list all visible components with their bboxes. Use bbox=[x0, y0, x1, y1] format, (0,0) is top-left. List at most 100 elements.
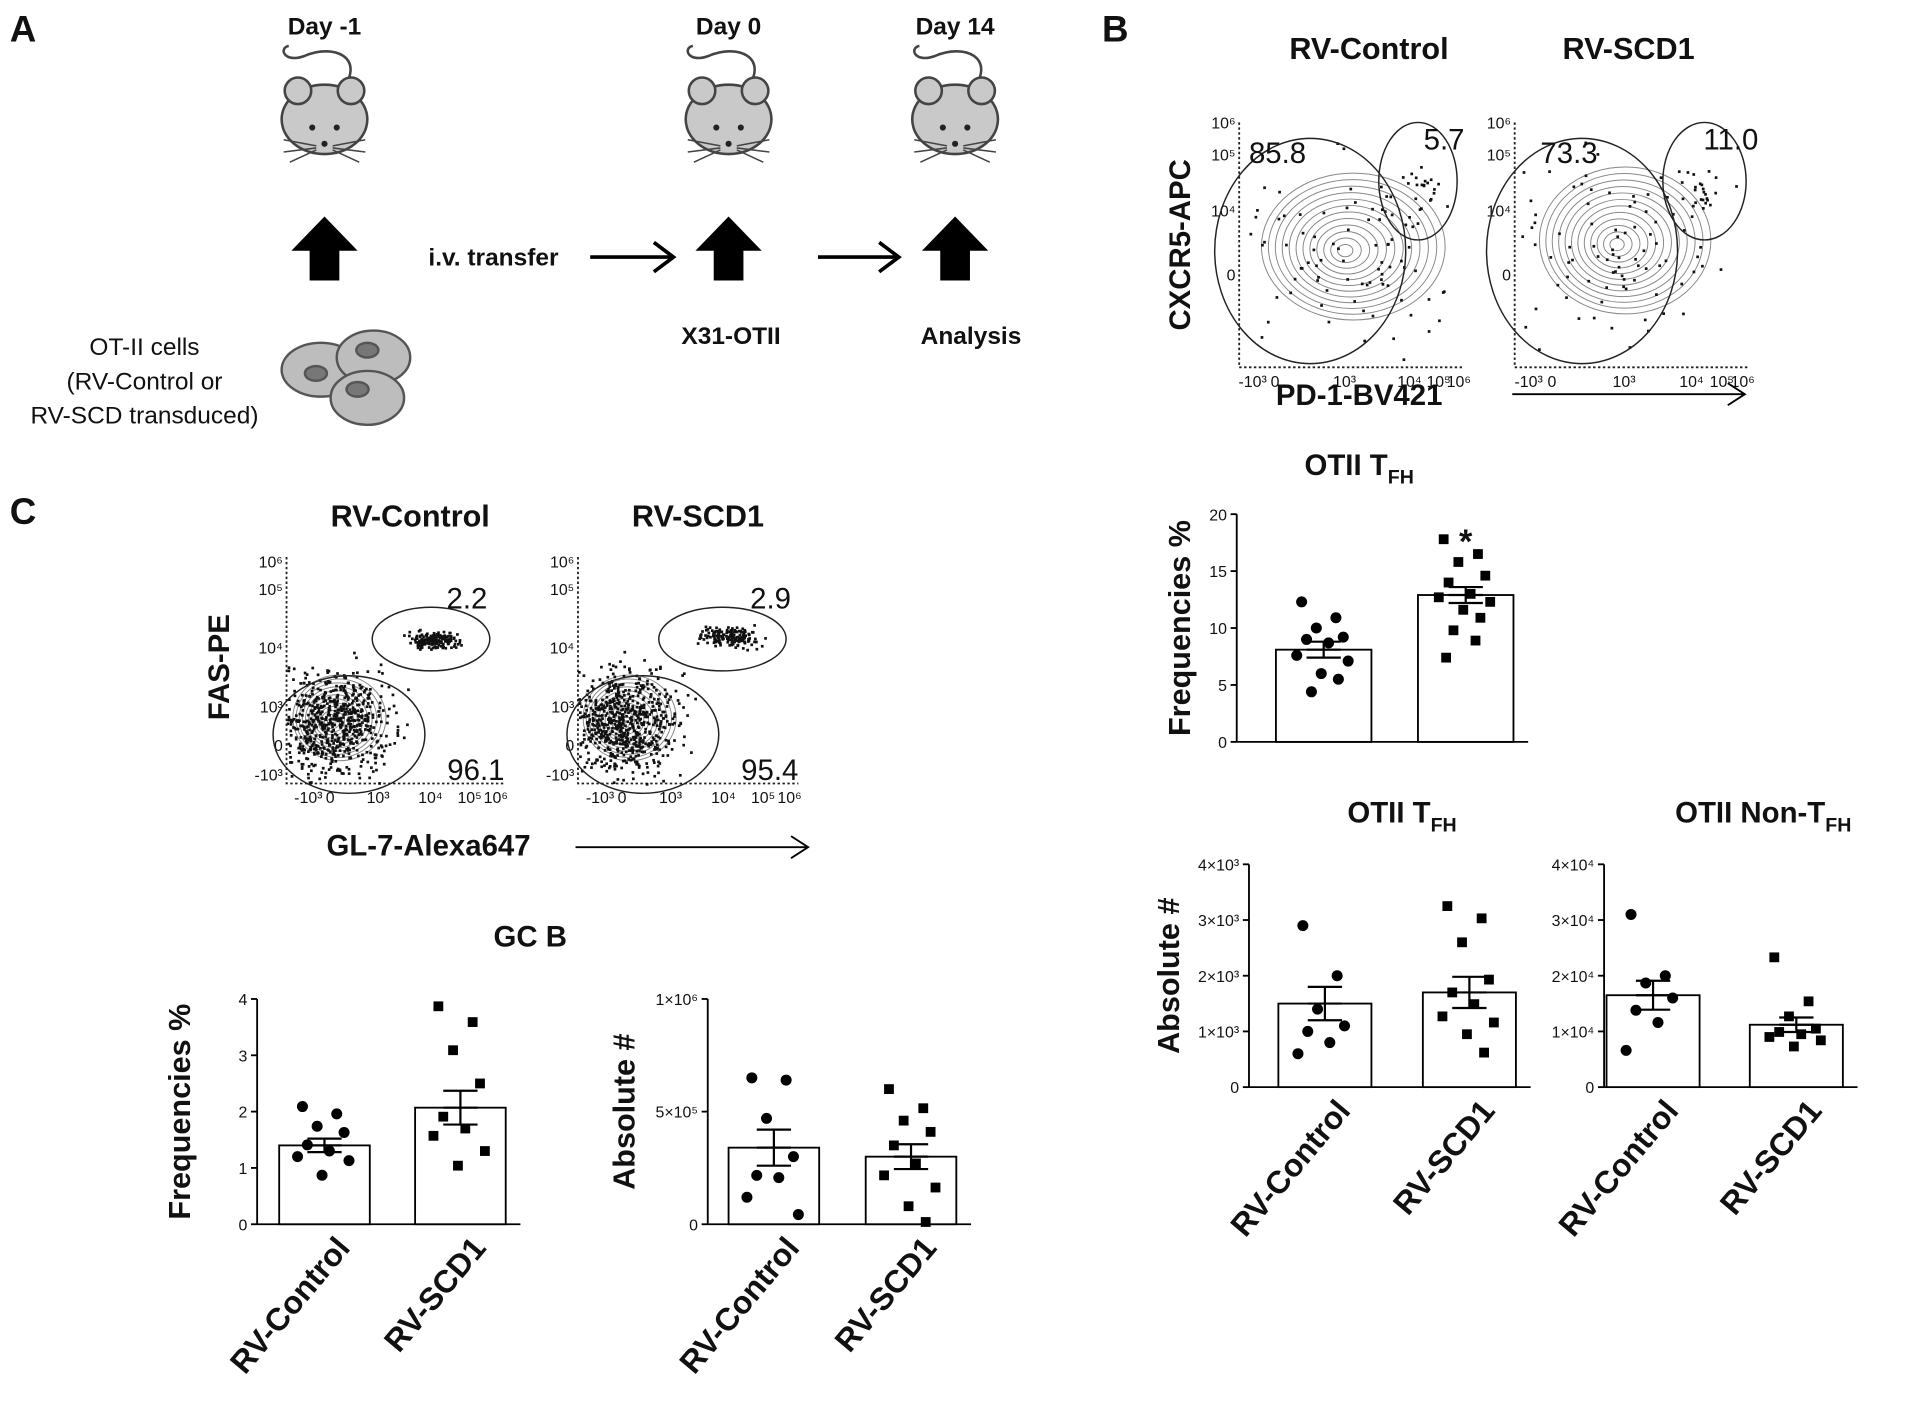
event-dot bbox=[638, 705, 642, 709]
event-dot bbox=[346, 710, 349, 713]
event-dot bbox=[655, 688, 658, 692]
event-dot bbox=[652, 723, 655, 727]
event-dot bbox=[648, 742, 652, 746]
y-tick-label: 0 bbox=[1230, 1080, 1239, 1097]
event-dot bbox=[658, 748, 661, 752]
event-dot bbox=[1572, 185, 1576, 189]
x-tick-label: RV-SCD1 bbox=[827, 1230, 943, 1358]
event-dot bbox=[654, 734, 658, 737]
event-dot bbox=[351, 706, 355, 710]
event-dot bbox=[609, 710, 612, 714]
event-dot bbox=[379, 695, 383, 698]
event-dot bbox=[313, 763, 317, 767]
chart-title: GC B bbox=[493, 920, 566, 953]
y-tick-label: 3×10³ bbox=[1198, 913, 1239, 930]
event-dot bbox=[1592, 316, 1596, 320]
event-dot bbox=[1433, 188, 1436, 191]
event-dot bbox=[303, 671, 307, 675]
event-dot bbox=[446, 639, 450, 642]
event-dot bbox=[1646, 193, 1650, 196]
data-point bbox=[1625, 908, 1637, 920]
event-dot bbox=[642, 685, 646, 689]
event-dot bbox=[358, 728, 362, 731]
event-dot bbox=[1380, 272, 1384, 276]
event-dot bbox=[289, 723, 293, 726]
event-dot bbox=[367, 694, 370, 697]
chart-title-subscript: FH bbox=[1825, 814, 1851, 836]
y-tick-label: 1×10⁴ bbox=[1552, 1025, 1595, 1042]
event-dot bbox=[628, 671, 632, 674]
contour bbox=[1558, 185, 1688, 298]
error-bar bbox=[1448, 585, 1483, 605]
data-point bbox=[438, 1111, 449, 1122]
event-dot bbox=[359, 765, 363, 768]
event-dot bbox=[604, 737, 608, 740]
event-dot bbox=[598, 707, 602, 711]
event-dot bbox=[301, 714, 304, 717]
event-dot bbox=[1558, 232, 1561, 236]
event-dot bbox=[415, 634, 419, 638]
event-dot bbox=[391, 693, 395, 697]
event-dot bbox=[327, 749, 331, 752]
event-dot bbox=[623, 694, 626, 697]
event-dot bbox=[350, 737, 354, 741]
event-dot bbox=[1346, 278, 1350, 281]
event-dot bbox=[710, 629, 714, 633]
data-point bbox=[903, 1201, 914, 1212]
event-dot bbox=[294, 736, 298, 740]
event-dot bbox=[305, 737, 308, 740]
event-dot bbox=[458, 641, 462, 644]
data-point bbox=[1769, 952, 1780, 963]
event-dot bbox=[607, 747, 610, 751]
event-dot bbox=[679, 721, 683, 725]
event-dot bbox=[366, 719, 370, 723]
event-dot bbox=[1698, 182, 1702, 186]
x-tick-label: 0 bbox=[326, 790, 335, 807]
event-dot bbox=[431, 637, 435, 641]
event-dot bbox=[618, 725, 622, 728]
event-dot bbox=[1589, 188, 1593, 192]
event-dot bbox=[638, 708, 642, 712]
event-dot bbox=[595, 737, 598, 741]
event-dot bbox=[1285, 243, 1288, 247]
event-dot bbox=[624, 728, 628, 732]
event-dot bbox=[1521, 235, 1525, 239]
event-dot bbox=[606, 733, 609, 737]
event-dot bbox=[315, 748, 318, 752]
event-dot bbox=[386, 714, 390, 718]
event-dot bbox=[320, 724, 324, 728]
event-dot bbox=[1383, 210, 1387, 213]
event-dot bbox=[417, 643, 421, 646]
event-dot bbox=[613, 762, 617, 766]
event-dot bbox=[698, 637, 701, 641]
event-dot bbox=[605, 704, 609, 708]
event-dot bbox=[583, 712, 587, 716]
y-tick-label: 0 bbox=[1218, 735, 1227, 752]
event-dot bbox=[331, 722, 334, 725]
event-dot bbox=[350, 716, 353, 719]
event-dot bbox=[442, 645, 446, 649]
event-dot bbox=[738, 637, 742, 640]
event-dot bbox=[655, 752, 659, 755]
y-axis-label: Absolute # bbox=[607, 1033, 641, 1189]
event-dot bbox=[456, 643, 460, 646]
event-dot bbox=[633, 735, 637, 739]
event-dot bbox=[620, 683, 624, 687]
event-dot bbox=[402, 736, 406, 740]
event-dot bbox=[1313, 235, 1316, 239]
event-dot bbox=[288, 698, 291, 702]
event-dot bbox=[356, 714, 360, 718]
event-dot bbox=[346, 719, 350, 722]
event-dot bbox=[1365, 283, 1369, 287]
event-dot bbox=[738, 633, 742, 637]
event-dot bbox=[330, 757, 333, 760]
contour bbox=[1590, 218, 1649, 269]
event-dot bbox=[303, 737, 307, 740]
event-dot bbox=[649, 693, 653, 696]
event-dot bbox=[670, 748, 674, 751]
event-dot bbox=[659, 667, 662, 670]
contour bbox=[1564, 192, 1680, 292]
event-dot bbox=[348, 730, 351, 734]
data-point bbox=[1484, 974, 1494, 985]
event-dot bbox=[324, 699, 328, 702]
